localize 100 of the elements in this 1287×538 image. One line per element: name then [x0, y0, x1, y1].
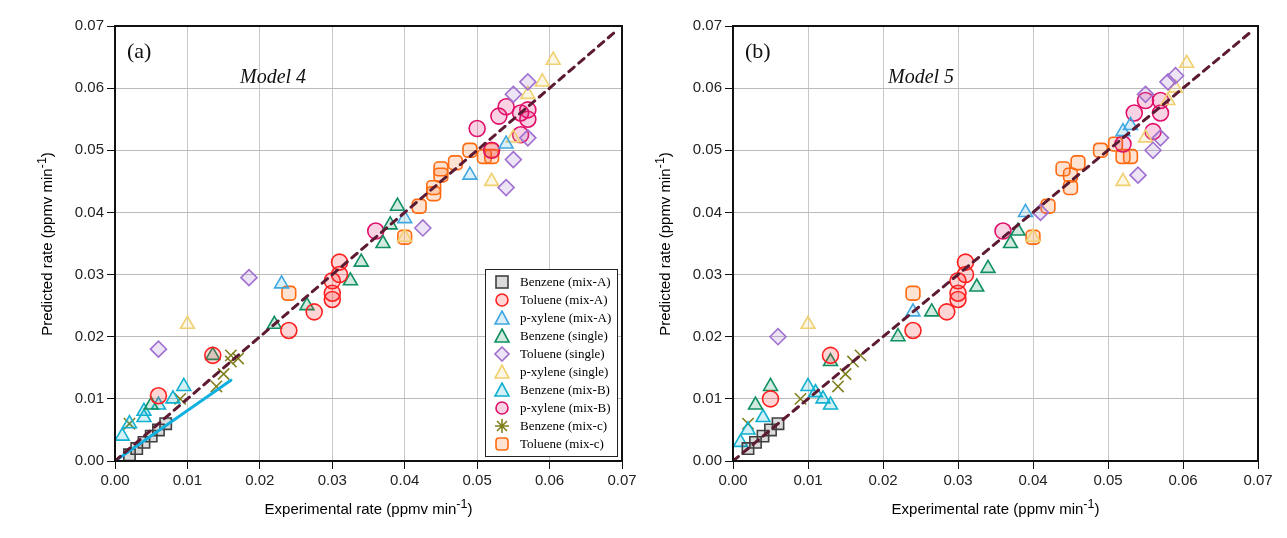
- point: [217, 367, 231, 381]
- point: [1070, 155, 1086, 171]
- point: [209, 379, 223, 393]
- y-tick-label: 0.03: [692, 264, 722, 282]
- x-tick-label: 0.06: [534, 471, 565, 489]
- point: [534, 73, 551, 87]
- x-tick-label: 0.07: [607, 471, 637, 489]
- legend-label: Benzene (mix-B): [520, 382, 610, 398]
- x-tick-label: 0.01: [172, 471, 203, 489]
- y-tick-label: 0.05: [692, 140, 722, 158]
- x-tick-label: 0.04: [1018, 471, 1048, 489]
- x-tick-label: 0.02: [245, 471, 275, 489]
- y-tick-label: 0.00: [692, 451, 722, 469]
- legend-label: Toluene (mix-A): [520, 292, 608, 308]
- point: [519, 129, 537, 147]
- y-tick-label: 0.04: [692, 202, 722, 220]
- point: [519, 73, 537, 91]
- point: [504, 85, 523, 104]
- point: [176, 377, 192, 392]
- point: [414, 219, 432, 237]
- point: [800, 315, 816, 330]
- point: [179, 315, 196, 330]
- point: [740, 421, 756, 435]
- point: [149, 386, 168, 405]
- legend-label: p-xylene (single): [520, 364, 609, 380]
- point: [1122, 148, 1139, 165]
- x-tick-label: 0.01: [793, 471, 823, 489]
- point: [497, 178, 515, 197]
- x-tick-label: 0.03: [943, 471, 973, 489]
- point: [389, 197, 406, 212]
- point: [497, 97, 515, 116]
- x-tick-label: 0.00: [100, 471, 130, 489]
- point: [747, 396, 764, 410]
- legend-label: p-xylene (mix-A): [520, 310, 612, 326]
- x-tick-label: 0.05: [1093, 471, 1123, 489]
- point: [342, 271, 359, 286]
- legend-label: Benzene (mix-A): [520, 274, 611, 290]
- point: [149, 340, 168, 358]
- legend-label: Benzene (mix-c): [520, 418, 607, 434]
- point: [280, 321, 298, 340]
- point: [353, 253, 369, 267]
- x-tick-label: 0.04: [390, 471, 420, 489]
- point: [173, 392, 187, 406]
- point: [905, 285, 921, 301]
- annotation: (a): [127, 37, 152, 63]
- point: [498, 135, 514, 149]
- point: [1137, 129, 1154, 143]
- point: [483, 172, 500, 187]
- point: [1166, 66, 1185, 85]
- point: [115, 427, 130, 441]
- point: [822, 396, 839, 410]
- x-axis-title: Experimental rate (ppmv min$^{-1}$): [264, 497, 473, 517]
- legend-label: Toluene (single): [520, 346, 605, 362]
- point: [231, 352, 245, 365]
- x-tick-label: 0.06: [1168, 471, 1198, 489]
- legend-label: Toluene (mix-c): [520, 436, 604, 452]
- y-tick-label: 0.06: [692, 78, 722, 96]
- point: [1017, 203, 1034, 218]
- legend-label: Benzene (single): [520, 328, 608, 344]
- x-tick-label: 0.02: [868, 471, 898, 489]
- y-tick-label: 0.02: [692, 326, 722, 344]
- point: [375, 234, 391, 249]
- annotation: Model 4: [239, 65, 307, 88]
- x-tick-label: 0.05: [462, 471, 492, 489]
- point: [1002, 234, 1019, 249]
- point: [240, 268, 258, 287]
- point: [519, 110, 537, 129]
- y-tick-label: 0.06: [74, 78, 104, 96]
- point: [1129, 166, 1147, 184]
- point: [761, 390, 780, 408]
- point: [980, 259, 996, 274]
- x-tick-label: 0.00: [718, 471, 748, 489]
- point: [305, 303, 323, 321]
- y-tick-label: 0.01: [74, 389, 104, 406]
- x-tick-label: 0.03: [317, 471, 347, 489]
- legend-label: p-xylene (mix-B): [520, 400, 611, 416]
- point: [794, 392, 807, 406]
- point: [1136, 85, 1155, 104]
- y-tick-label: 0.07: [692, 16, 722, 34]
- y-tick-label: 0.01: [692, 389, 722, 406]
- point: [462, 166, 478, 180]
- point: [545, 51, 561, 65]
- y-tick-label: 0.04: [74, 202, 104, 220]
- point: [969, 278, 985, 292]
- y-tick-label: 0.03: [74, 264, 104, 282]
- point: [904, 321, 922, 340]
- point: [890, 327, 906, 342]
- point: [839, 367, 852, 381]
- point: [433, 161, 449, 177]
- point: [924, 303, 940, 317]
- point: [769, 327, 787, 346]
- point: [741, 417, 755, 431]
- point: [505, 129, 522, 143]
- x-tick-label: 0.07: [1243, 471, 1273, 489]
- point: [504, 150, 523, 169]
- annotation: Model 5: [887, 65, 955, 88]
- point: [1115, 172, 1131, 187]
- point: [821, 346, 840, 365]
- x-axis-title: Experimental rate (ppmv min$^{-1}$): [891, 497, 1100, 517]
- point: [468, 119, 486, 138]
